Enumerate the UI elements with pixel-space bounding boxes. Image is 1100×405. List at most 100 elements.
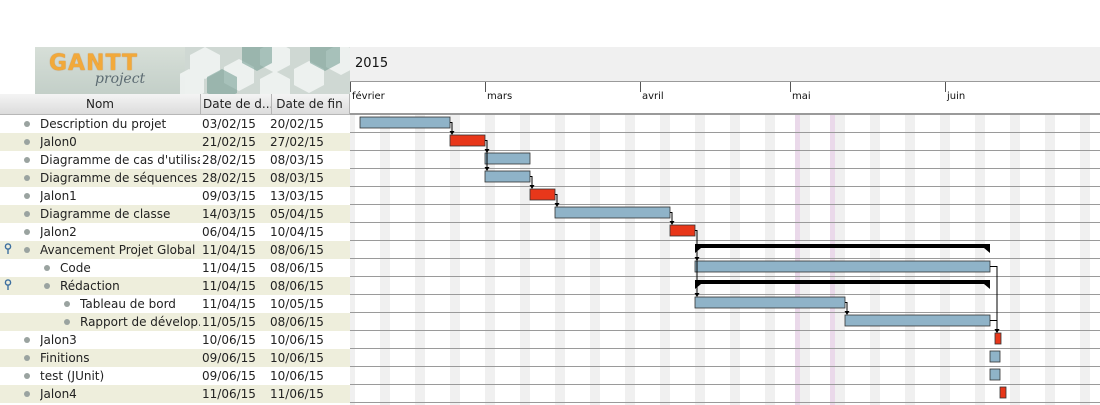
timeline-month-band: février mars avril mai juin	[350, 82, 1100, 114]
task-name[interactable]: Jalon2	[40, 225, 77, 239]
task-bullet-icon	[44, 283, 50, 289]
task-row[interactable]: Jalon1 09/03/15 13/03/15	[0, 187, 350, 205]
task-end-date[interactable]: 08/06/15	[270, 243, 324, 257]
task-end-date[interactable]: 08/06/15	[270, 279, 324, 293]
dependency-arrowhead	[554, 203, 560, 207]
task-name[interactable]: Rédaction	[60, 279, 120, 293]
task-start-date[interactable]: 06/04/15	[202, 225, 256, 239]
task-start-date[interactable]: 21/02/15	[202, 135, 256, 149]
column-header-name[interactable]: Nom	[0, 94, 201, 114]
task-row[interactable]: Rapport de dévelop... 11/05/15 08/06/15	[0, 313, 350, 331]
expand-toggle-icon[interactable]	[4, 279, 12, 291]
dependency-arrowhead	[694, 293, 700, 297]
task-row[interactable]: Jalon3 10/06/15 10/06/15	[0, 331, 350, 349]
task-end-date[interactable]: 27/02/15	[270, 135, 324, 149]
task-row[interactable]: Tableau de bord 11/04/15 10/05/15	[0, 295, 350, 313]
task-end-date[interactable]: 10/05/15	[270, 297, 324, 311]
task-end-date[interactable]: 10/06/15	[270, 333, 324, 347]
task-name[interactable]: Jalon1	[40, 189, 77, 203]
task-name[interactable]: Finitions	[40, 351, 90, 365]
task-start-date[interactable]: 14/03/15	[202, 207, 256, 221]
weekend-shade	[765, 114, 770, 405]
timeline-year-label: 2015	[355, 56, 389, 71]
task-name[interactable]: Avancement Projet Global	[40, 243, 196, 257]
task-end-date[interactable]: 11/06/15	[270, 387, 324, 401]
task-start-date[interactable]: 10/06/15	[202, 333, 256, 347]
task-start-date[interactable]: 11/06/15	[202, 387, 256, 401]
task-row[interactable]: Jalon2 06/04/15 10/04/15	[0, 223, 350, 241]
task-row[interactable]: Avancement Projet Global 11/04/15 08/06/15	[0, 241, 350, 259]
month-tick	[945, 82, 946, 92]
month-tick	[640, 82, 641, 92]
task-row[interactable]: test (JUnit) 09/06/15 10/06/15	[0, 367, 350, 385]
task-name[interactable]: Jalon3	[40, 333, 77, 347]
task-start-date[interactable]: 11/04/15	[202, 279, 256, 293]
weekend-shade	[975, 114, 980, 405]
weekend-shade	[350, 114, 355, 405]
task-end-date[interactable]: 08/06/15	[270, 315, 324, 329]
task-start-date[interactable]: 28/02/15	[202, 171, 256, 185]
task-name[interactable]: Diagramme de cas d'utilisa...	[40, 153, 200, 167]
task-name[interactable]: Jalon0	[40, 135, 77, 149]
task-row[interactable]: Diagramme de cas d'utilisa... 28/02/15 08/…	[0, 151, 350, 169]
task-row[interactable]: Jalon0 21/02/15 27/02/15	[0, 133, 350, 151]
column-header-end-date[interactable]: Date de fin	[270, 94, 350, 114]
task-bar	[694, 296, 846, 309]
task-row[interactable]: Description du projet 03/02/15 20/02/15	[0, 115, 350, 133]
task-end-date[interactable]: 08/03/15	[270, 171, 324, 185]
task-start-date[interactable]: 09/06/15	[202, 369, 256, 383]
task-bar	[844, 314, 991, 327]
task-row[interactable]: Diagramme de séquences 28/02/15 08/03/15	[0, 169, 350, 187]
task-start-date[interactable]: 09/03/15	[202, 189, 256, 203]
weekend-shade	[385, 114, 390, 405]
task-start-date[interactable]: 11/05/15	[202, 315, 256, 329]
task-end-date[interactable]: 20/02/15	[270, 117, 324, 131]
task-table: Description du projet 03/02/15 20/02/15 Jal…	[0, 115, 350, 403]
task-end-date[interactable]: 10/04/15	[270, 225, 324, 239]
weekend-shade	[835, 114, 840, 405]
column-header-start-date[interactable]: Date de d...	[201, 94, 272, 114]
summary-end-cap	[984, 248, 990, 253]
task-end-date[interactable]: 08/03/15	[270, 153, 324, 167]
task-end-date[interactable]: 10/06/15	[270, 351, 324, 365]
task-name[interactable]: Description du projet	[40, 117, 167, 131]
weekend-shade	[1015, 114, 1020, 405]
task-bullet-icon	[24, 229, 30, 235]
task-bullet-icon	[24, 247, 30, 253]
task-start-date[interactable]: 03/02/15	[202, 117, 256, 131]
task-start-date[interactable]: 11/04/15	[202, 297, 256, 311]
month-label: mai	[792, 91, 811, 102]
task-row[interactable]: Diagramme de classe 14/03/15 05/04/15	[0, 205, 350, 223]
weekend-shade	[590, 114, 595, 405]
task-name[interactable]: Jalon4	[40, 387, 77, 401]
task-end-date[interactable]: 10/06/15	[270, 369, 324, 383]
weekend-shade	[875, 114, 880, 405]
task-row[interactable]: Jalon4 11/06/15 11/06/15	[0, 385, 350, 403]
weekend-shade	[415, 114, 420, 405]
task-name[interactable]: Diagramme de séquences	[40, 171, 198, 185]
dependency-arrowhead	[669, 221, 675, 225]
task-start-date[interactable]: 11/04/15	[202, 243, 256, 257]
expand-toggle-icon[interactable]	[4, 243, 12, 255]
task-end-date[interactable]: 08/06/15	[270, 261, 324, 275]
weekend-shade	[450, 114, 455, 405]
task-name[interactable]: Rapport de dévelop...	[80, 315, 200, 329]
task-name[interactable]: Diagramme de classe	[40, 207, 171, 221]
task-name[interactable]: Code	[60, 261, 91, 275]
task-row[interactable]: Rédaction 11/04/15 08/06/15	[0, 277, 350, 295]
logo-text: GANTT	[49, 51, 139, 76]
task-row[interactable]: Finitions 09/06/15 10/06/15	[0, 349, 350, 367]
summary-bar	[695, 244, 990, 248]
dependency-line	[555, 194, 558, 206]
dependency-arrowhead	[484, 167, 490, 171]
task-start-date[interactable]: 28/02/15	[202, 153, 256, 167]
weekend-shade	[1010, 114, 1015, 405]
task-row[interactable]: Code 11/04/15 08/06/15	[0, 259, 350, 277]
task-end-date[interactable]: 13/03/15	[270, 189, 324, 203]
task-end-date[interactable]: 05/04/15	[270, 207, 324, 221]
task-start-date[interactable]: 09/06/15	[202, 351, 256, 365]
task-name[interactable]: Tableau de bord	[80, 297, 176, 311]
logo-subtext: project	[95, 71, 146, 87]
task-name[interactable]: test (JUnit)	[40, 369, 105, 383]
task-start-date[interactable]: 11/04/15	[202, 261, 256, 275]
